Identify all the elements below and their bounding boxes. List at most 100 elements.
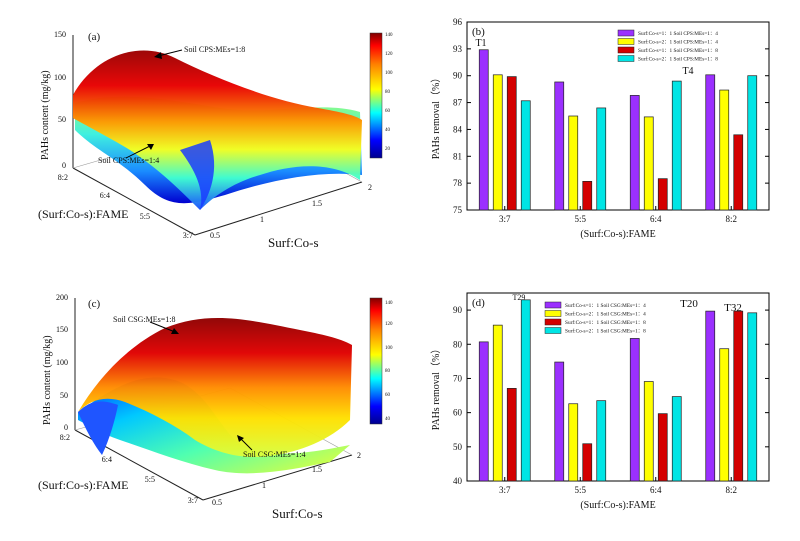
panel-c-z-tick: 0 — [64, 423, 68, 432]
panel-a-colorbar-tick: 40 — [385, 128, 391, 133]
panel-a-y-axis-title: (Surf:Co-s):FAME — [38, 207, 128, 221]
panel-d-bar-5-5-s3 — [582, 443, 593, 482]
panel-b-bar-5-5-s2 — [568, 115, 579, 211]
panel-b-x-tick-label: 8:2 — [725, 214, 737, 224]
panel-a-colorbar-tick: 100 — [385, 71, 393, 76]
panel-b-legend-label: Surf:Co-s=2：1 Soil CPS:MEs=1：8 — [638, 56, 718, 63]
panel-b-bar-3-7-s4 — [520, 100, 531, 211]
panel-b-y-tick-label: 84 — [453, 124, 463, 134]
panel-d-bar-6-4-s3 — [657, 413, 668, 482]
panel-c-y-tick: 6:4 — [102, 455, 112, 464]
panel-d-x-tick-label: 6:4 — [650, 485, 662, 495]
panel-c-y-tick: 3:7 — [188, 496, 198, 505]
panel-d-legend-swatch — [544, 327, 562, 334]
panel-c-annotation-1-4: Soil CSG:MEs=1:4 — [243, 450, 306, 459]
panel-c-y-axis-title: (Surf:Co-s):FAME — [38, 478, 128, 492]
panel-b-bar-5-5-s4 — [596, 107, 607, 211]
panel-a-colorbar — [369, 32, 383, 159]
panel-c-x-tick: 0.5 — [212, 498, 222, 507]
panel-b-bar-6-4-s2 — [643, 116, 654, 211]
panel-a-colorbar-tick: 140 — [385, 33, 393, 38]
panel-d-bar-6-4-s4 — [671, 396, 682, 482]
panel-d-bar-8-2-s3 — [733, 310, 744, 482]
panel-c-label: (c) — [88, 298, 101, 310]
panel-c-x-tick: 1.5 — [312, 465, 322, 474]
panel-a-colorbar-tick: 120 — [385, 52, 393, 57]
panel-b-panel-label: (b) — [472, 26, 485, 38]
panel-a-colorbar-tick: 20 — [385, 147, 391, 152]
panel-b-y-tick-label: 75 — [453, 205, 463, 215]
panel-c-z-tick: 50 — [60, 391, 68, 400]
panel-d-legend-label: Surf:Co-s=1：1 Soil CSG:MEs=1：8 — [565, 319, 646, 326]
panel-c-y-tick: 8:2 — [60, 433, 70, 442]
panel-c-colorbar-tick: 60 — [385, 393, 391, 398]
panel-d-bar-5-5-s1 — [554, 361, 565, 482]
panel-b-legend-label: Surf:Co-s=1：1 Soil CPS:MEs=1：4 — [638, 30, 718, 37]
panel-a-y-axis — [72, 167, 196, 236]
panel-d-x-tick-label: 3:7 — [499, 485, 511, 495]
panel-b-bar-5-5-s1 — [554, 81, 565, 211]
panel-a-y-tick: 6:4 — [100, 191, 110, 200]
panel-d-x-axis-title: (Surf:Co-s):FAME — [580, 500, 655, 511]
panel-b-x-tick-label: 5:5 — [574, 214, 586, 224]
panel-a-y-tick: 3:7 — [183, 231, 193, 240]
panel-c-x-tick: 2 — [357, 451, 361, 460]
panel-a-x-axis — [194, 181, 363, 236]
panel-d-legend-swatch — [544, 318, 562, 326]
panel-d-bar-5-5-s4 — [596, 400, 607, 482]
panel-d-annotation: T29 — [513, 293, 526, 302]
panel-b-y-axis-title: PAHs removal（%） — [430, 73, 442, 160]
panel-b-bar-5-5-s3 — [582, 181, 593, 211]
panel-b-bar-8-2-s3 — [733, 134, 744, 211]
panel-c-colorbar — [369, 297, 383, 425]
panel-b-x-tick-label: 3:7 — [499, 214, 511, 224]
panel-b-y-tick-label: 87 — [453, 98, 463, 108]
panel-b-y-tick-label: 90 — [453, 71, 463, 81]
panel-c-x-tick: 1 — [262, 481, 266, 490]
panel-d-panel-label: (d) — [472, 297, 485, 309]
panel-b-legend-swatch — [617, 38, 635, 45]
panel-b-legend-swatch — [617, 46, 635, 54]
panel-d-bar-8-2-s1 — [705, 310, 716, 482]
panel-c-z-tick: 150 — [56, 325, 68, 334]
panel-b-legend-label: Surf:Co-s=1：1 Soil CPS:MEs=1：8 — [638, 47, 718, 54]
panel-d-legend-swatch — [544, 301, 562, 309]
panel-d-bar-3-7-s4 — [520, 299, 531, 482]
panel-d-legend-label: Surf:Co-s=1：1 Soil CSG:MEs=1：4 — [565, 302, 646, 309]
panel-d-bar-6-4-s1 — [629, 338, 640, 482]
panel-a-x-tick: 1 — [260, 215, 264, 224]
panel-a-x-tick: 1.5 — [312, 199, 322, 208]
panel-b-bar-8-2-s4 — [747, 75, 758, 211]
panel-d-x-tick-label: 8:2 — [725, 485, 737, 495]
panel-b-y-tick-label: 93 — [453, 44, 463, 54]
panel-c-colorbar-tick: 80 — [385, 369, 391, 374]
panel-b-y-tick-label: 96 — [453, 17, 463, 27]
panel-b-bar-6-4-s1 — [629, 95, 640, 211]
panel-b-bar-6-4-s4 — [671, 80, 682, 211]
panel-d-bar-8-2-s4 — [747, 312, 758, 482]
panel-d-bar-3-7-s3 — [506, 388, 517, 482]
panel-d-y-axis-title: PAHs removal（%） — [430, 344, 442, 431]
panel-c-z-axis-title: PAHs content (mg/kg) — [42, 335, 53, 425]
panel-c-colorbar-tick: 120 — [385, 322, 393, 327]
panel-c-y-tick: 5:5 — [145, 475, 155, 484]
panel-a-z-tick: 100 — [54, 73, 66, 82]
panel-b-x-axis-title: (Surf:Co-s):FAME — [580, 229, 655, 240]
panel-a-annotation-1-8: Soil CPS:MEs=1:8 — [184, 45, 245, 54]
panel-b-annotation: T1 — [475, 38, 486, 49]
panel-a-label: (a) — [88, 31, 101, 43]
panel-d-y-tick-label: 70 — [453, 373, 463, 383]
panel-d-plot-frame — [466, 292, 770, 482]
panel-d-y-tick-label: 90 — [453, 305, 463, 315]
panel-a-annotation-1-4: Soil CPS:MEs=1:4 — [98, 156, 159, 165]
panel-a-y-tick: 5:5 — [140, 212, 150, 221]
panel-b-legend-label: Surf:Co-s=2：1 Soil CPS:MEs=1：4 — [638, 39, 718, 46]
panel-a-y-tick: 8:2 — [58, 173, 68, 182]
panel-d-bar-chart: 40 50 60 70 80 90 3:7 5:5 6:4 8:2 T29 T20 T32 (Surf:C… — [430, 292, 770, 511]
panel-d-y-tick-label: 80 — [453, 339, 463, 349]
panel-d-legend-label: Surf:Co-s=2：1 Soil CSG:MEs=1：8 — [565, 328, 646, 335]
panel-a-z-tick: 150 — [54, 30, 66, 39]
panel-b-bar-3-7-s2 — [492, 74, 503, 211]
panel-d-annotation: T32 — [724, 302, 742, 314]
panel-c-colorbar-tick: 100 — [385, 346, 393, 351]
